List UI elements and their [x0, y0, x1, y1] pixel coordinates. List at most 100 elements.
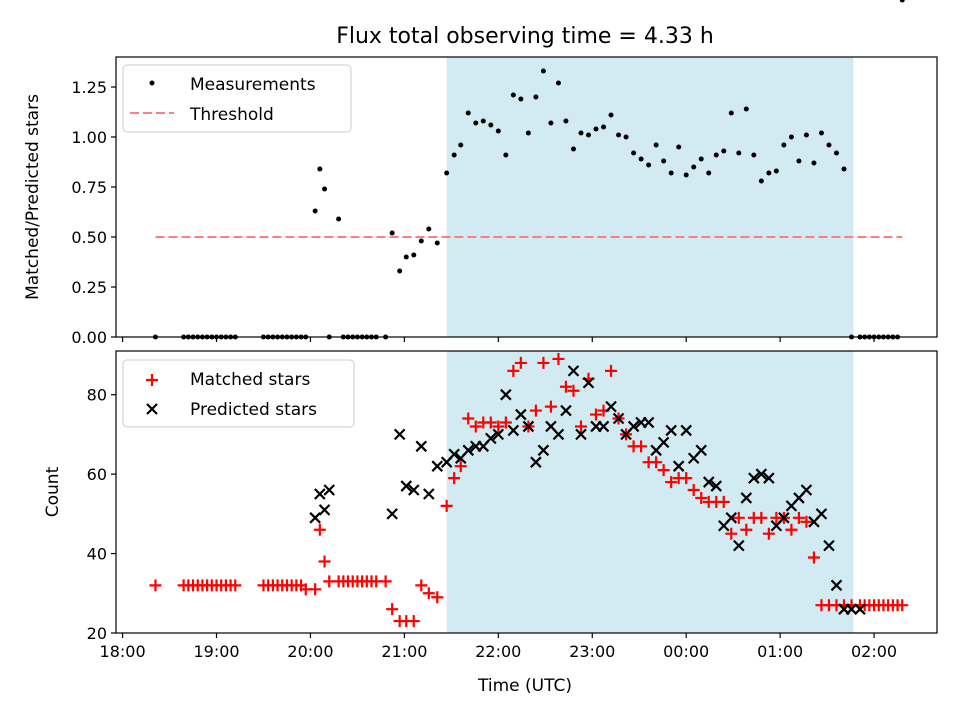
point-predicted-stars [462, 444, 475, 457]
point-matched-stars [590, 408, 603, 421]
x-axis-label: Time (UTC) [477, 676, 572, 696]
point-matched-stars [415, 579, 428, 592]
point-matched-stars [650, 456, 663, 469]
legend-marker-predicted-stars [146, 403, 158, 415]
point-matched-stars [725, 527, 738, 540]
point-predicted-stars [725, 512, 738, 524]
point-matched-stars [422, 587, 435, 600]
point-measurements [555, 80, 561, 86]
point-measurements [570, 146, 576, 152]
point-measurements [841, 166, 847, 172]
point-measurements [676, 144, 682, 150]
point-predicted-stars [665, 424, 677, 437]
point-measurements [661, 158, 667, 164]
point-predicted-stars [423, 488, 435, 500]
point-matched-stars [732, 511, 745, 524]
point-matched-stars [386, 603, 399, 616]
bottom-y-axis-label: Count [43, 466, 63, 517]
point-measurements [593, 126, 599, 132]
point-measurements [781, 142, 787, 148]
point-measurements [488, 122, 494, 128]
point-predicted-stars [695, 444, 707, 457]
point-predicted-stars [314, 488, 326, 500]
point-matched-stars [514, 356, 527, 369]
point-measurements [608, 112, 614, 118]
point-matched-stars [454, 460, 467, 473]
bottom-shaded-span [446, 351, 854, 633]
point-predicted-stars [854, 603, 866, 615]
point-measurements [638, 156, 644, 162]
point-predicted-stars [823, 539, 835, 552]
point-predicted-stars [407, 484, 420, 496]
point-measurements [434, 240, 440, 246]
point-measurements [691, 164, 697, 170]
x-tick-label: 18:00 [100, 642, 146, 661]
point-predicted-stars [612, 412, 625, 425]
y-tick-label: 80 [87, 386, 107, 405]
point-measurements [480, 118, 486, 124]
point-predicted-stars [431, 460, 444, 472]
point-predicted-stars [552, 428, 565, 441]
point-measurements [418, 238, 424, 244]
point-measurements [803, 132, 809, 138]
y-tick-label: 40 [87, 545, 107, 564]
point-predicted-stars [830, 579, 843, 592]
point-measurements [458, 142, 464, 148]
bottom-y-axis: 20 40 60 80 [87, 386, 116, 643]
point-predicted-stars [627, 420, 640, 433]
top-x-axis [121, 337, 875, 342]
point-measurements [578, 130, 584, 136]
y-tick-label: 0.25 [71, 278, 107, 297]
top-y-axis-label: Matched/Predicted stars [23, 94, 43, 300]
point-predicted-stars [748, 472, 760, 484]
point-measurements [623, 134, 629, 140]
point-matched-stars [762, 527, 775, 540]
point-predicted-stars [657, 436, 670, 449]
point-predicted-stars [485, 432, 497, 445]
top-legend: Measurements Threshold [122, 64, 352, 133]
point-predicted-stars [323, 484, 336, 496]
legend-label-threshold: Threshold [189, 105, 274, 125]
point-measurements [540, 68, 546, 74]
point-predicted-stars [582, 376, 595, 389]
legend-marker-matched-stars [146, 374, 158, 386]
point-measurements [706, 170, 712, 176]
point-matched-stars [687, 484, 700, 497]
observing-span [446, 57, 854, 337]
point-matched-stars [537, 356, 550, 369]
point-measurements [646, 162, 652, 168]
point-measurements [533, 94, 539, 100]
bottom-legend-box [122, 359, 355, 428]
point-matched-stars [574, 420, 587, 433]
point-matched-stars [717, 495, 730, 508]
point-predicted-stars [386, 508, 398, 520]
point-matched-stars [792, 511, 805, 524]
point-predicted-stars [740, 492, 753, 504]
point-measurements [683, 172, 689, 178]
point-matched-stars [559, 380, 572, 393]
point-matched-stars [499, 416, 512, 429]
x-tick-label: 20:00 [287, 642, 333, 661]
point-measurements [312, 208, 318, 214]
point-measurements [336, 216, 342, 222]
point-matched-stars [484, 416, 497, 429]
top-panel: 0.00 0.25 0.50 0.75 1.00 1.25 Matched/Predict… [23, 0, 938, 347]
point-predicted-stars [309, 512, 321, 524]
point-matched-stars [379, 575, 392, 588]
point-matched-stars [149, 579, 162, 592]
point-matched-stars [740, 523, 753, 536]
point-measurements [322, 186, 328, 192]
top-legend-box [122, 64, 352, 133]
point-measurements [631, 150, 637, 156]
point-measurements [751, 152, 757, 158]
point-matched-stars [680, 472, 693, 485]
point-predicted-stars [800, 484, 813, 496]
point-matched-stars [567, 384, 580, 397]
point-measurements [465, 110, 471, 116]
point-matched-stars [313, 523, 326, 536]
point-measurements [473, 120, 479, 126]
point-matched-stars [229, 579, 242, 592]
point-measurements [758, 178, 764, 184]
point-predicted-stars [560, 404, 572, 417]
x-tick-label: 19:00 [193, 642, 239, 661]
